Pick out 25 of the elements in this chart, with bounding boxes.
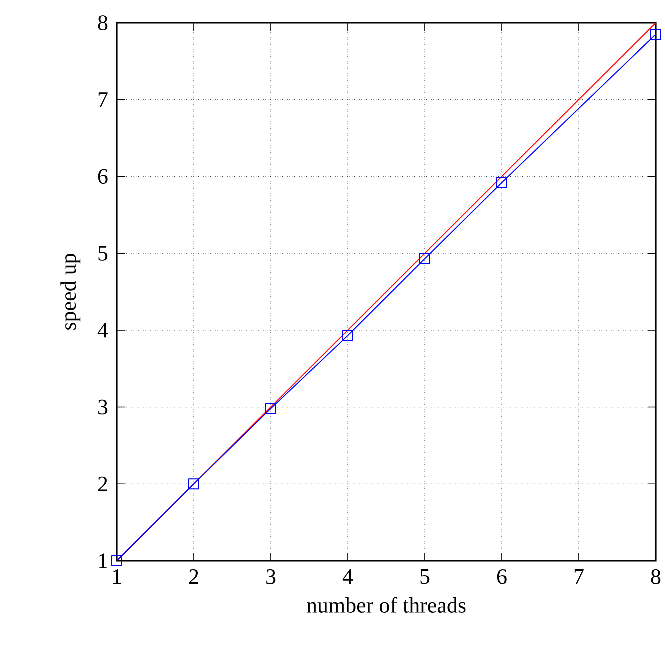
x-tick-label: 2	[189, 570, 198, 584]
y-tick-label: 1	[99, 554, 108, 568]
y-tick-label: 4	[98, 323, 108, 338]
x-tick-label: 5	[420, 570, 430, 584]
x-tick-label: 7	[574, 570, 584, 584]
y-tick-label: 5	[98, 246, 108, 261]
x-tick-label: 1	[113, 570, 122, 584]
point	[266, 403, 276, 414]
x-tick-label: 4	[342, 570, 354, 584]
y-axis-title: speed up	[60, 254, 81, 330]
point	[496, 177, 508, 188]
y-tick-label: 6	[98, 169, 108, 184]
x-tick-label: 8	[651, 570, 661, 584]
point	[419, 253, 430, 264]
point	[342, 330, 354, 342]
y-tick-label: 2	[98, 476, 108, 492]
y-tick-label: 3	[98, 400, 108, 415]
y-tick-label: 8	[98, 16, 108, 30]
point	[112, 556, 122, 566]
point	[188, 478, 200, 490]
y-tick-label: 7	[98, 92, 108, 108]
point	[650, 29, 662, 40]
x-tick-label: 6	[497, 570, 507, 584]
x-tick-label: 3	[266, 570, 276, 584]
x-axis-title: number of threads	[306, 597, 466, 613]
